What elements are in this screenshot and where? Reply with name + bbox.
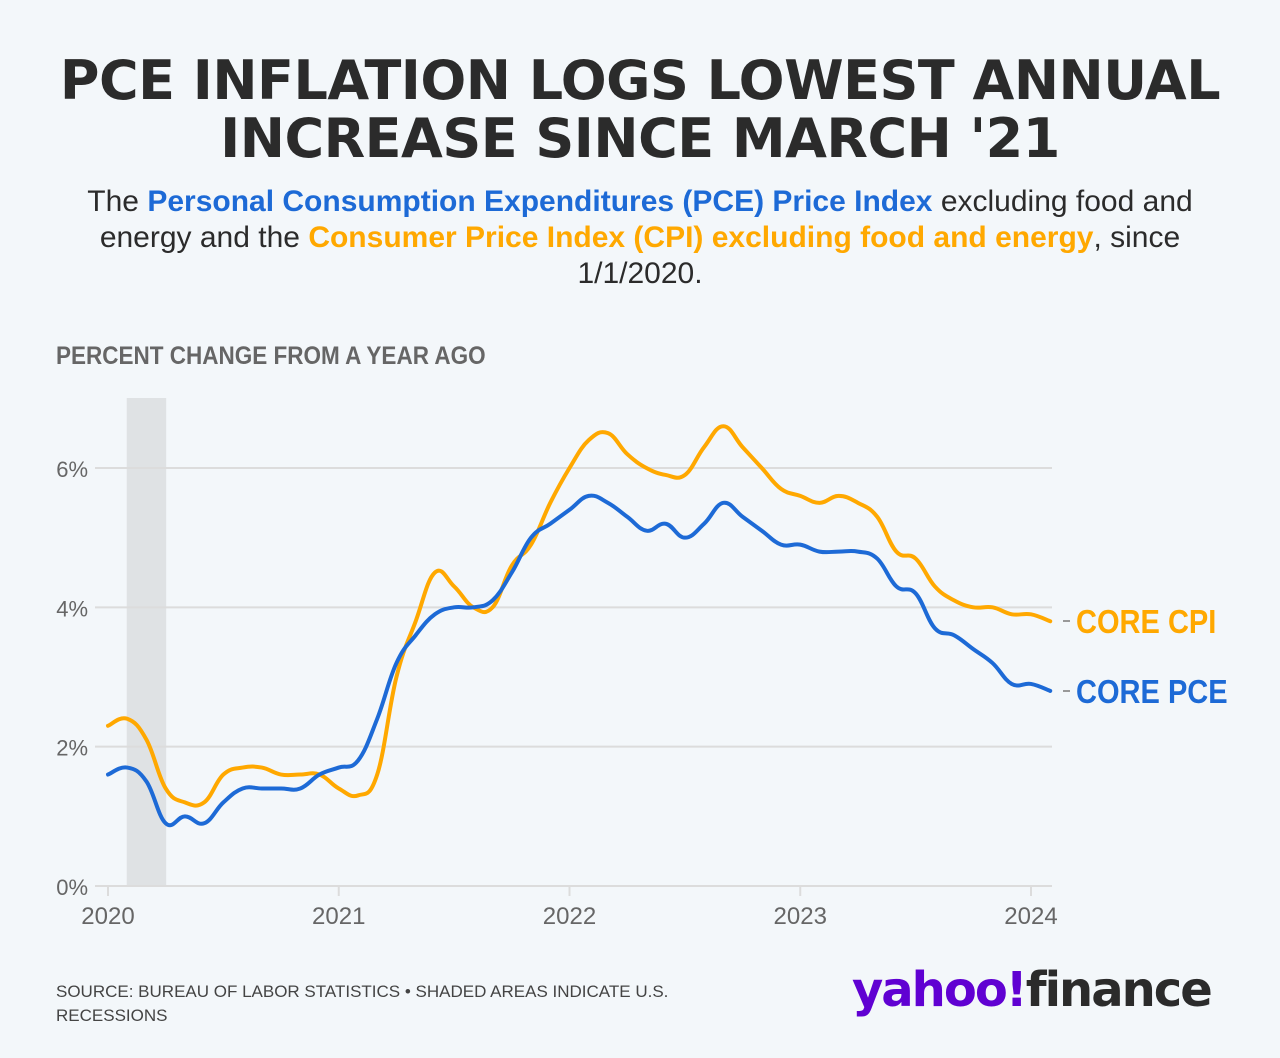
y-tick-label: 0% (56, 875, 88, 900)
x-tick-label: 2021 (312, 903, 365, 930)
x-tick-label: 2022 (543, 903, 596, 930)
subtitle-pce-name: Personal Consumption Expenditures (PCE) … (147, 185, 933, 218)
title-line-1: PCE INFLATION LOGS LOWEST ANNUAL (59, 49, 1221, 112)
x-tick-label: 2020 (81, 903, 134, 930)
subtitle-cpi-name: Consumer Price Index (CPI) excluding foo… (308, 221, 1094, 254)
series-end-label: CORE PCE (1076, 673, 1228, 710)
chart-title: PCE INFLATION LOGS LOWEST ANNUAL INCREAS… (0, 52, 1280, 168)
subtitle-text: excluding food and energy and the (99, 185, 1193, 254)
subtitle-text: , since 1/1/2020. (577, 221, 1181, 290)
source-note: SOURCE: BUREAU OF LABOR STATISTICS • SHA… (56, 982, 669, 1025)
title-line-2: INCREASE SINCE MARCH '21 (220, 107, 1060, 170)
x-tick-label: 2023 (774, 903, 827, 930)
yahoo-finance-logo: yahoo!finance (852, 962, 1213, 1018)
subtitle-text: The (87, 185, 148, 218)
y-axis-label: PERCENT CHANGE FROM A YEAR AGO (56, 342, 486, 370)
series-end-label: CORE CPI (1076, 603, 1216, 640)
series-line-core-cpi (106, 424, 1053, 808)
logo-finance: finance (1025, 962, 1213, 1018)
x-tick-label: 2024 (1004, 903, 1057, 930)
y-tick-label: 2% (56, 736, 88, 761)
y-tick-label: 4% (56, 596, 88, 621)
logo-yahoo: yahoo! (852, 962, 1028, 1018)
recession-shade (126, 398, 167, 886)
chart-subtitle: The Personal Consumption Expenditures (P… (40, 184, 1240, 292)
series-line-core-pce (106, 493, 1053, 828)
y-tick-label: 6% (56, 457, 88, 482)
